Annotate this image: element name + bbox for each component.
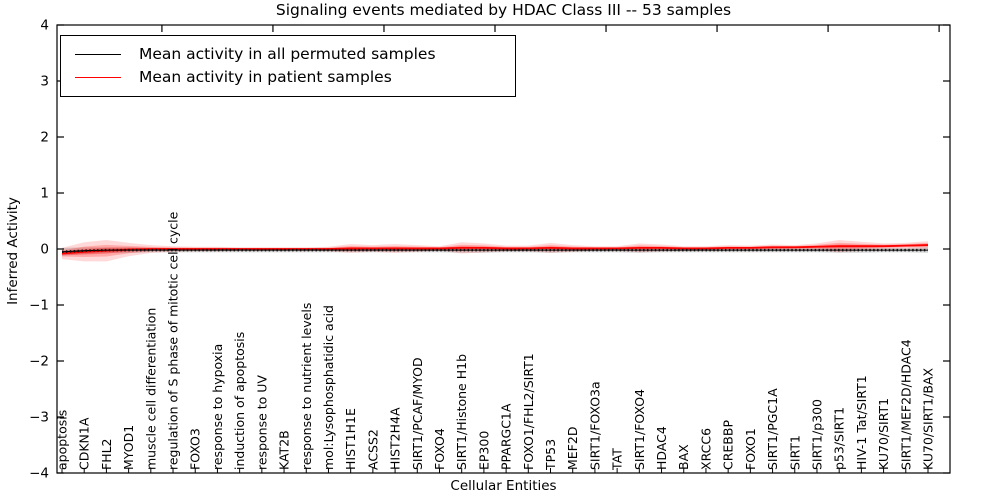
y-tick-label: −1: [29, 298, 49, 314]
x-tick-label: response to UV: [254, 375, 269, 470]
y-tick-label: 4: [40, 18, 49, 34]
x-tick-label: KAT2B: [277, 430, 292, 470]
x-tick-label: TP53: [543, 439, 558, 471]
x-tick-label: ACSS2: [365, 429, 380, 470]
x-tick-label: response to nutrient levels: [299, 303, 314, 470]
x-tick-label: CREBBP: [721, 420, 736, 470]
x-tick-label: MEF2D: [565, 427, 580, 470]
permuted-line-dot-markers: [61, 248, 928, 254]
y-tick-label: −4: [29, 466, 49, 482]
x-tick-label: SIRT1/p300: [809, 399, 824, 470]
x-tick-label: SIRT1: [787, 435, 802, 470]
x-tick-label: HIST2H4A: [388, 407, 403, 470]
x-tick-label: HIST1H1E: [343, 408, 358, 470]
legend-label: Mean activity in patient samples: [139, 68, 392, 86]
legend-entry-patient: Mean activity in patient samples: [75, 68, 515, 86]
x-tick-label: SIRT1/FOXO3a: [587, 381, 602, 470]
x-tick-label: KU70/SIRT1: [876, 398, 891, 470]
x-tick-label: MYOD1: [121, 425, 136, 470]
legend-entry-permuted: Mean activity in all permuted samples: [75, 44, 515, 63]
x-tick-label: FOXO1: [743, 428, 758, 470]
legend-line-sample-black: [75, 53, 121, 55]
y-tick-label: 1: [40, 186, 49, 202]
x-tick-label: muscle cell differentiation: [143, 308, 158, 470]
x-tick-label: HDAC4: [654, 426, 669, 470]
x-tick-label: p53/SIRT1: [832, 407, 847, 470]
x-tick-label: SIRT1/MEF2D/HDAC4: [898, 339, 913, 470]
x-axis-title: Cellular Entities: [450, 478, 557, 494]
y-tick-label: 3: [40, 74, 49, 90]
x-tick-label: induction of apoptosis: [232, 332, 247, 470]
x-tick-label: regulation of S phase of mitotic cell cy…: [166, 211, 181, 470]
x-tick-label: apoptosis: [55, 410, 70, 470]
legend: Mean activity in all permuted samples Me…: [60, 35, 516, 97]
x-tick-label: FOXO1/FHL2/SIRT1: [521, 353, 536, 470]
x-tick-label: FOXO4: [432, 428, 447, 470]
x-tick-label: FOXO3: [188, 428, 203, 470]
x-tick-label: CDKN1A: [77, 417, 92, 470]
y-tick-label: 0: [40, 242, 49, 258]
x-tick-label: BAX: [676, 444, 691, 470]
legend-label: Mean activity in all permuted samples: [139, 44, 436, 63]
x-tick-label: EP300: [476, 431, 491, 470]
x-tick-label: mol:Lysophosphatidic acid: [321, 305, 336, 470]
y-tick-label: −2: [29, 354, 49, 370]
x-tick-label: SIRT1/FOXO4: [632, 389, 647, 470]
x-tick-label: SIRT1/Histone H1b: [454, 354, 469, 470]
x-tick-label: HIV-1 Tat/SIRT1: [854, 375, 869, 470]
x-tick-label: response to hypoxia: [210, 344, 225, 470]
legend-line-sample-red: [75, 77, 121, 79]
chart-title: Signaling events mediated by HDAC Class …: [275, 1, 732, 19]
x-tick-label: KU70/SIRT1/BAX: [921, 368, 936, 470]
confidence-band-patient-core: [62, 243, 928, 256]
x-tick-label: FHL2: [99, 438, 114, 470]
y-tick-label: 2: [40, 130, 49, 146]
x-tick-label: XRCC6: [698, 428, 713, 470]
x-tick-label: PPARGC1A: [499, 403, 514, 470]
x-tick-label: SIRT1/PGC1A: [765, 388, 780, 470]
y-axis-title: Inferred Activity: [5, 197, 21, 305]
x-tick-label: TAT: [610, 448, 625, 471]
x-tick-label: SIRT1/PCAF/MYOD: [410, 357, 425, 470]
y-tick-label: −3: [29, 410, 49, 426]
